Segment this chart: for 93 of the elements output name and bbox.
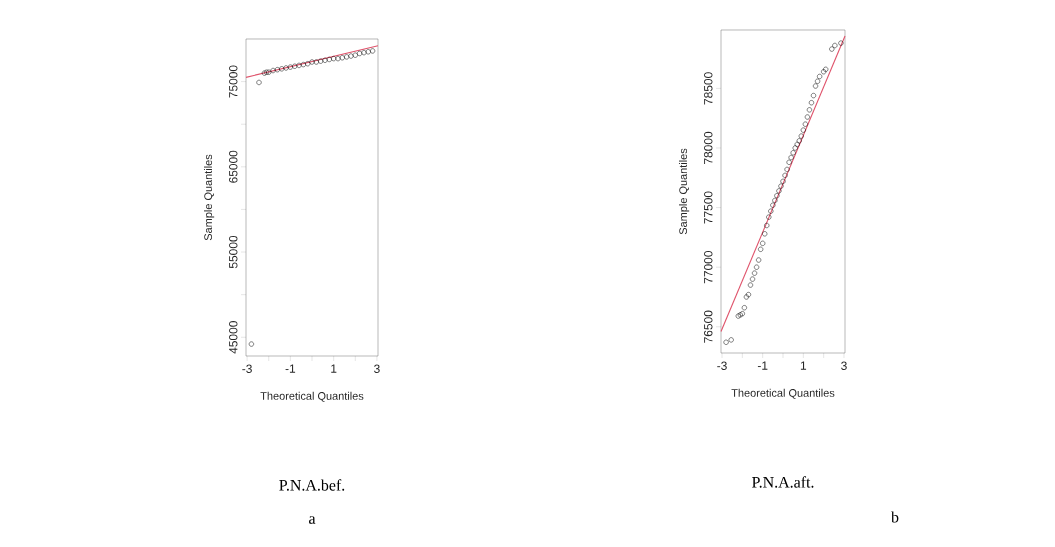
point [823, 66, 829, 72]
y-tick-label: 75000 [229, 65, 238, 98]
point [248, 341, 254, 347]
point [764, 222, 770, 229]
point [357, 50, 363, 57]
point [798, 133, 804, 139]
point [768, 208, 774, 214]
point [287, 64, 293, 70]
point [344, 54, 350, 60]
point [812, 83, 819, 89]
point [318, 58, 324, 64]
point [741, 305, 747, 311]
point [821, 69, 827, 75]
point [348, 53, 354, 59]
text: P.N.A.aft. [752, 476, 814, 488]
y-tick-label: 77500 [704, 191, 713, 224]
point [313, 59, 319, 65]
point [829, 46, 835, 52]
point [794, 141, 800, 147]
y-axis-title: Sample Quantiles [203, 154, 215, 241]
point [331, 56, 337, 62]
y-tick-label: 77000 [704, 251, 713, 284]
point [300, 62, 306, 68]
point [723, 339, 729, 345]
point [808, 100, 815, 106]
point [326, 56, 332, 62]
point [749, 276, 756, 282]
point [365, 49, 371, 55]
text: a [309, 516, 316, 524]
x-tick-label: 1 [331, 364, 337, 373]
point [832, 42, 838, 49]
point [770, 202, 776, 208]
point [370, 48, 376, 54]
x-axis-title: Theoretical Quantiles [260, 391, 364, 402]
point [361, 50, 367, 56]
point [747, 282, 754, 288]
point [292, 63, 298, 69]
point [256, 79, 262, 86]
point [322, 57, 328, 63]
point [784, 166, 790, 172]
point [806, 107, 812, 113]
point [309, 59, 315, 65]
point [774, 193, 780, 199]
y-tick-label: 55000 [229, 235, 238, 269]
x-tick-label: -3 [242, 364, 252, 373]
point [790, 150, 796, 156]
point [283, 65, 289, 71]
point [339, 55, 345, 61]
x-tick-label: 3 [374, 364, 380, 373]
point [788, 154, 794, 161]
point [817, 73, 823, 80]
point [778, 183, 784, 189]
point [296, 62, 302, 68]
point [279, 66, 285, 72]
point [776, 188, 782, 194]
x-tick-label: -1 [285, 364, 296, 373]
point [838, 40, 844, 46]
point [772, 197, 778, 203]
point [352, 52, 358, 58]
point [800, 127, 806, 133]
point [802, 121, 808, 127]
y-tick-label: 65000 [229, 150, 238, 183]
y-tick-label: 78000 [704, 131, 713, 165]
y-tick-label: 45000 [229, 321, 238, 354]
point [756, 257, 762, 263]
point [810, 93, 817, 99]
point [786, 159, 792, 165]
point [780, 178, 786, 184]
point [305, 61, 311, 67]
point [804, 114, 810, 120]
point [728, 337, 734, 343]
point [335, 56, 341, 62]
point [792, 145, 798, 151]
point [754, 264, 760, 270]
text: b [891, 511, 899, 523]
point [762, 231, 768, 237]
point [782, 172, 788, 178]
y-axis-title: Sample Quantiles [678, 148, 690, 235]
point [758, 246, 764, 252]
x-tick-label: 3 [841, 361, 847, 370]
point [815, 78, 821, 84]
point [752, 270, 758, 276]
point [270, 67, 276, 74]
point [760, 240, 766, 246]
x-axis-title: Theoretical Quantiles [731, 388, 835, 399]
x-tick-label: -3 [717, 361, 727, 370]
y-tick-label: 78500 [704, 72, 713, 105]
y-tick-label: 76500 [704, 310, 713, 343]
text: P.N.A.bef. [279, 479, 345, 491]
point [766, 214, 772, 220]
x-tick-label: 1 [800, 361, 807, 370]
x-tick-label: -1 [757, 361, 768, 370]
point [274, 67, 280, 73]
